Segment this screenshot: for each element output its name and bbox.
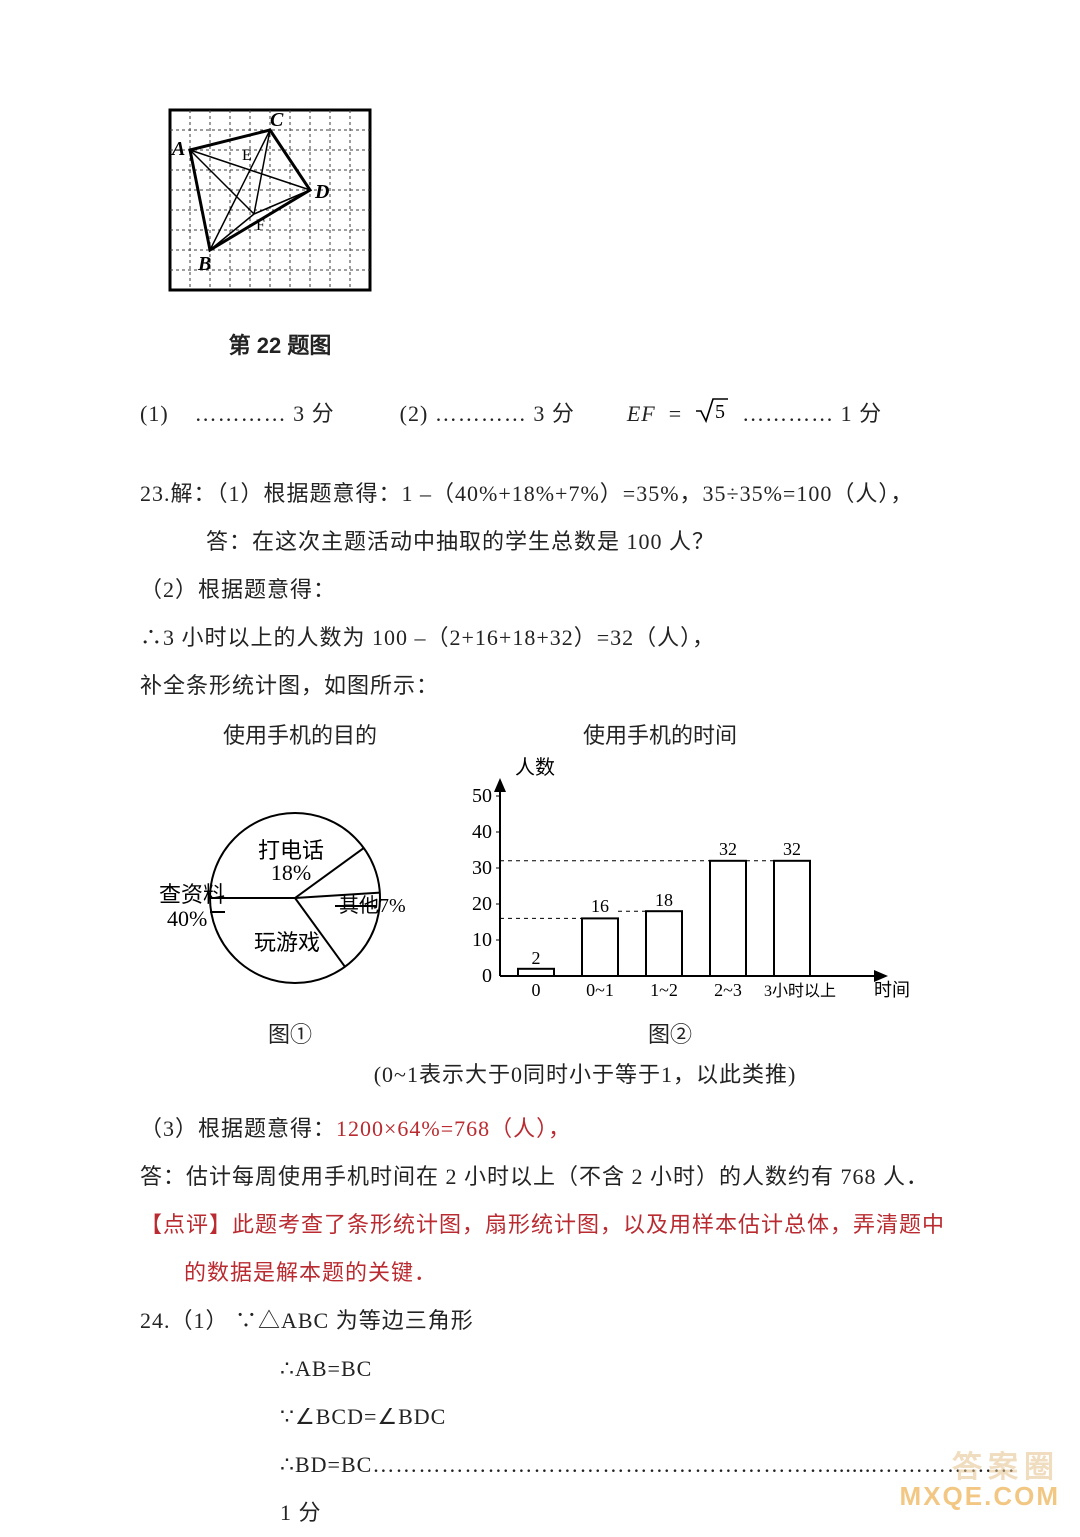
sqrt-icon: 5 [695, 392, 729, 440]
ef-var: EF [627, 401, 656, 426]
svg-text:0~1: 0~1 [586, 980, 614, 1000]
q23-l2: 答：在这次主题活动中抽取的学生总数是 100 人？ [140, 518, 970, 566]
svg-text:18%: 18% [271, 860, 311, 885]
svg-text:玩游戏: 玩游戏 [254, 930, 320, 955]
q23-l6b: 1200×64%=768（人）， [336, 1116, 571, 1141]
svg-text:0: 0 [482, 965, 492, 987]
q23-l4: ∴3 小时以上的人数为 100 –（2+16+18+32）=32（人）， [140, 614, 970, 662]
svg-text:2: 2 [532, 948, 541, 968]
q24-l3: ∵∠BCD=∠BDC [140, 1393, 970, 1441]
svg-text:30: 30 [472, 857, 492, 879]
svg-text:A: A [170, 138, 185, 160]
q22-figure: A B C D E F 第 22 题图 [160, 100, 970, 360]
q22-grid-svg: A B C D E F [160, 100, 400, 315]
svg-text:查资料: 查资料 [159, 882, 225, 907]
q24-l2: ∴AB=BC [140, 1345, 970, 1393]
pie-title: 使用手机的目的 [140, 718, 450, 750]
q24-l1: 24.（1） ∵△ABC 为等边三角形 [140, 1297, 970, 1345]
svg-text:10: 10 [472, 929, 492, 951]
svg-text:40: 40 [472, 821, 492, 843]
p1-dots: ………… [195, 401, 287, 426]
q24-l4-score: 1 分 [280, 1500, 322, 1525]
svg-text:20: 20 [472, 893, 492, 915]
p2-prefix: (2) [400, 401, 429, 426]
watermark: 答案圈 MXQE.COM [900, 1454, 1060, 1510]
pie-caption: 图① [140, 1017, 440, 1049]
pie-chart: 打电话 18% 查资料 40% 其他7% 玩游戏 图① [140, 788, 440, 1049]
svg-text:50: 50 [472, 785, 492, 807]
svg-text:32: 32 [783, 839, 801, 859]
q23-l1: 23.解：（1）根据题意得：1 –（40%+18%+7%）=35%，35÷35%… [140, 470, 970, 518]
chart-titles-row: 使用手机的目的 使用手机的时间 [140, 718, 970, 750]
q23-l5: 补全条形统计图，如图所示： [140, 662, 970, 710]
charts-row: 打电话 18% 查资料 40% 其他7% 玩游戏 图① [140, 756, 970, 1049]
svg-text:18: 18 [655, 890, 673, 910]
watermark-en: MXQE.COM [900, 1482, 1060, 1510]
q23-l7: 答：估计每周使用手机时间在 2 小时以上（不含 2 小时）的人数约有 768 人… [140, 1153, 970, 1201]
p1-prefix: (1) [140, 401, 169, 426]
p2-dots: ………… [435, 401, 527, 426]
svg-text:时间/小时: 时间/小时 [874, 980, 910, 1000]
svg-text:D: D [314, 181, 329, 203]
svg-text:C: C [270, 109, 284, 131]
bar-chart: 人数 0 10 20 30 40 50 [440, 756, 920, 1049]
p2-score: 3 分 [533, 401, 575, 426]
q23-l3: （2）根据题意得： [140, 566, 970, 614]
q23-l8: 【点评】此题考查了条形统计图，扇形统计图，以及用样本估计总体，弄清题中 [140, 1201, 970, 1249]
eq: = [669, 401, 682, 426]
svg-text:3小时以上: 3小时以上 [764, 982, 836, 1000]
svg-text:40%: 40% [167, 906, 207, 931]
bar-footnote: (0~1表示大于0同时小于等于1，以此类推) [140, 1051, 970, 1099]
bar-ylabel: 人数 [515, 756, 555, 779]
q22-score-line: (1) ………… 3 分 (2) ………… 3 分 EF = 5 ………… 1 … [140, 390, 970, 440]
sqrt-val: 5 [715, 401, 726, 423]
q23-l9: 的数据是解本题的关键． [140, 1249, 970, 1297]
svg-text:16: 16 [591, 896, 609, 916]
q23-l6: （3）根据题意得：1200×64%=768（人）， [140, 1105, 970, 1153]
q23-l6a: （3）根据题意得： [140, 1116, 336, 1141]
p3-dots: ………… [742, 401, 834, 426]
q22-caption: 第 22 题图 [160, 328, 400, 360]
bar-title: 使用手机的时间 [450, 718, 840, 750]
svg-text:F: F [256, 217, 265, 234]
svg-text:1~2: 1~2 [650, 980, 678, 1000]
p3-score: 1 分 [841, 401, 883, 426]
svg-text:0: 0 [532, 980, 541, 1000]
svg-text:E: E [242, 147, 252, 164]
q24-l4: ∴BD=BC…………………………………………………….......………………1… [140, 1441, 970, 1537]
p1-score: 3 分 [293, 401, 335, 426]
bar-caption: 图② [520, 1017, 820, 1049]
svg-text:32: 32 [719, 839, 737, 859]
q24-l4-left: ∴BD=BC [280, 1452, 372, 1477]
svg-text:B: B [197, 253, 211, 275]
watermark-cn: 答案圈 [900, 1454, 1060, 1482]
svg-text:2~3: 2~3 [714, 980, 742, 1000]
